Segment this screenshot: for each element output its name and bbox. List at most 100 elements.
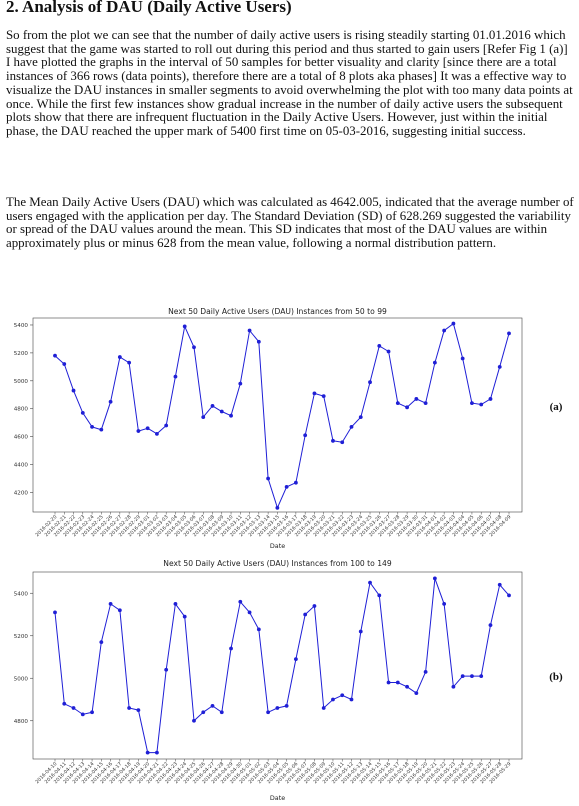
data-point	[81, 712, 85, 716]
data-point	[377, 593, 381, 597]
y-tick-label: 4400	[14, 463, 29, 469]
chart-title: Next 50 Daily Active Users (DAU) Instanc…	[163, 559, 392, 568]
data-point	[90, 425, 94, 429]
data-point	[155, 751, 159, 755]
data-point	[294, 481, 298, 485]
series-line	[55, 324, 509, 508]
data-point	[155, 432, 159, 436]
data-point	[53, 354, 57, 358]
y-tick-label: 5200	[14, 351, 29, 357]
data-point	[479, 403, 483, 407]
data-point	[313, 391, 317, 395]
data-point	[257, 340, 261, 344]
data-point	[238, 382, 242, 386]
data-point	[405, 405, 409, 409]
data-point	[53, 610, 57, 614]
data-point	[146, 426, 150, 430]
data-point	[294, 657, 298, 661]
data-point	[498, 583, 502, 587]
data-point	[183, 615, 187, 619]
data-point	[220, 710, 224, 714]
x-axis-label: Date	[270, 542, 285, 550]
data-point	[470, 401, 474, 405]
data-point	[313, 604, 317, 608]
data-point	[127, 361, 131, 365]
y-tick-label: 5000	[14, 676, 29, 682]
y-tick-label: 4600	[14, 435, 29, 441]
data-point	[164, 668, 168, 672]
data-point	[229, 647, 233, 651]
chart-b: Next 50 Daily Active Users (DAU) Instanc…	[0, 556, 579, 806]
data-point	[507, 331, 511, 335]
data-point	[248, 610, 252, 614]
y-tick-label: 5400	[14, 591, 29, 597]
data-point	[285, 485, 289, 489]
chart-title: Next 50 Daily Active Users (DAU) Instanc…	[168, 307, 387, 316]
data-point	[331, 439, 335, 443]
data-point	[359, 630, 363, 634]
data-point	[433, 361, 437, 365]
data-point	[211, 704, 215, 708]
data-point	[275, 506, 279, 510]
x-axis-label: Date	[270, 794, 285, 802]
data-point	[442, 329, 446, 333]
data-point	[118, 608, 122, 612]
plot-frame	[33, 572, 522, 759]
data-point	[368, 380, 372, 384]
data-point	[90, 710, 94, 714]
data-point	[266, 710, 270, 714]
data-point	[387, 350, 391, 354]
data-point	[498, 365, 502, 369]
data-point	[266, 477, 270, 481]
data-point	[461, 357, 465, 361]
data-point	[109, 602, 113, 606]
data-point	[489, 397, 493, 401]
data-point	[164, 424, 168, 428]
y-tick-label: 5400	[14, 323, 29, 329]
series-line	[55, 578, 509, 752]
data-point	[275, 706, 279, 710]
data-point	[211, 404, 215, 408]
data-point	[424, 670, 428, 674]
paragraph-statistics: The Mean Daily Active Users (DAU) which …	[6, 196, 574, 251]
data-point	[331, 698, 335, 702]
data-point	[322, 706, 326, 710]
data-point	[146, 751, 150, 755]
data-point	[368, 581, 372, 585]
data-point	[350, 698, 354, 702]
paragraph-trend: So from the plot we can see that the num…	[6, 29, 574, 139]
data-point	[118, 355, 122, 359]
data-point	[285, 704, 289, 708]
y-tick-label: 4800	[14, 407, 29, 413]
data-point	[229, 414, 233, 418]
data-point	[387, 681, 391, 685]
panel-label: (b)	[549, 671, 563, 683]
data-point	[470, 674, 474, 678]
y-tick-label: 5000	[14, 379, 29, 385]
data-point	[479, 674, 483, 678]
data-point	[303, 433, 307, 437]
data-point	[81, 411, 85, 415]
data-point	[414, 397, 418, 401]
data-point	[507, 593, 511, 597]
data-point	[452, 322, 456, 326]
data-point	[238, 600, 242, 604]
data-point	[99, 640, 103, 644]
data-point	[340, 693, 344, 697]
data-point	[405, 685, 409, 689]
data-point	[442, 602, 446, 606]
y-tick-label: 4800	[14, 719, 29, 725]
y-tick-label: 4200	[14, 490, 29, 496]
data-point	[72, 389, 76, 393]
section-heading: 2. Analysis of DAU (Daily Active Users)	[6, 0, 292, 17]
data-point	[340, 440, 344, 444]
data-point	[201, 710, 205, 714]
data-point	[359, 415, 363, 419]
data-point	[99, 428, 103, 432]
data-point	[174, 602, 178, 606]
data-point	[62, 702, 66, 706]
data-point	[62, 362, 66, 366]
data-point	[452, 685, 456, 689]
data-point	[257, 627, 261, 631]
data-point	[183, 324, 187, 328]
